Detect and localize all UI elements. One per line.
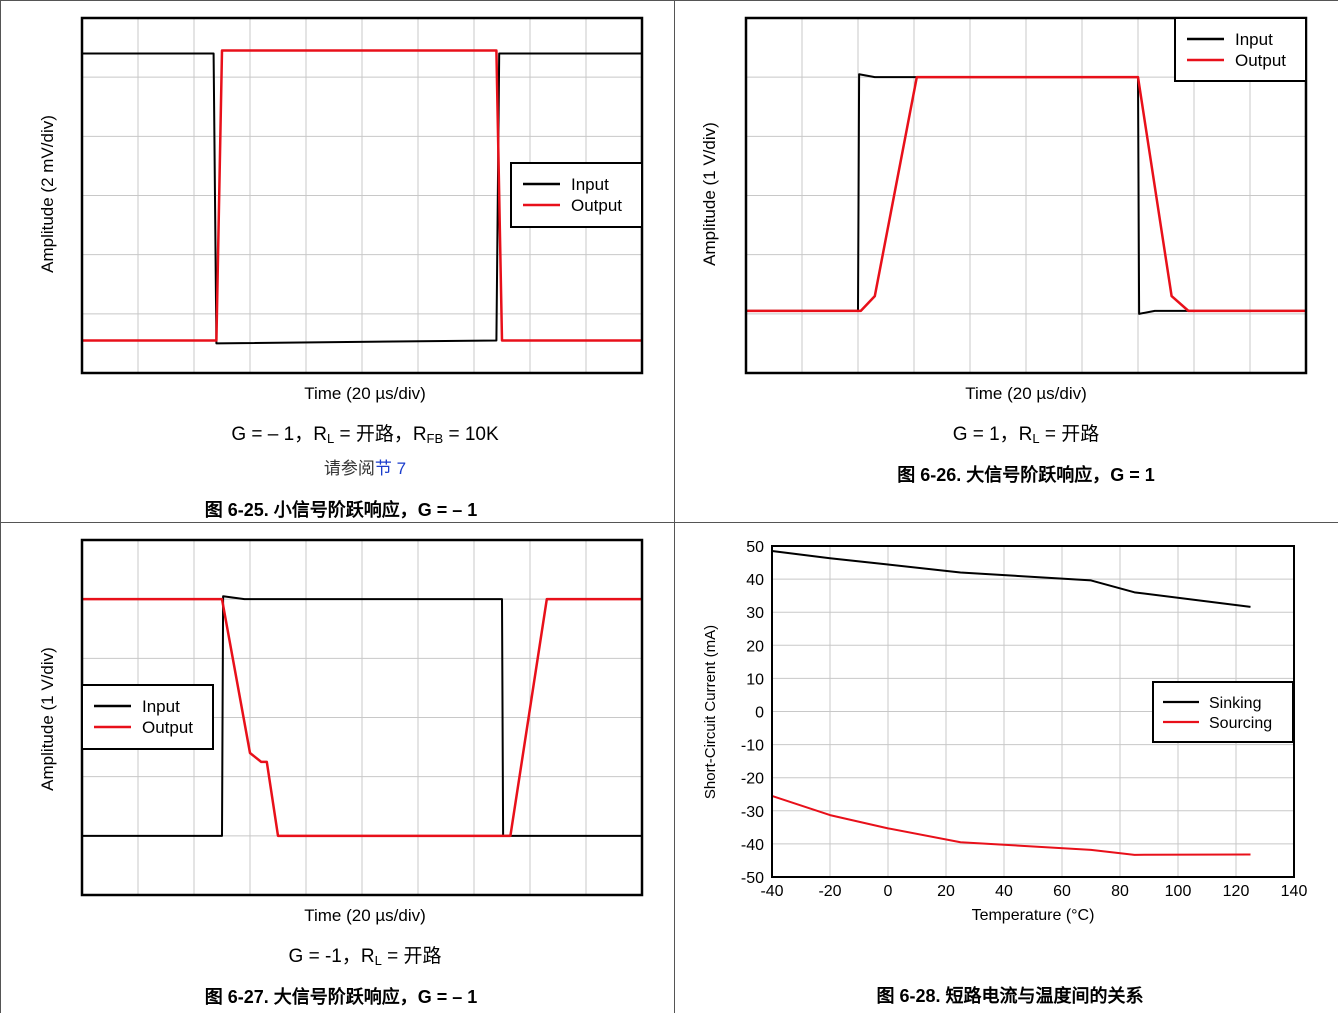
series-line-sinking [771, 549, 1251, 608]
x-tick-label: 0 [884, 883, 893, 900]
y-tick-label: -50 [741, 870, 764, 887]
chart-large-signal-g1: Input Output [744, 16, 1308, 375]
x-axis-label: Temperature (°C) [971, 907, 1095, 924]
series-line-input [82, 595, 642, 837]
y-tick-label: -30 [741, 804, 764, 821]
legend-box [510, 162, 643, 228]
figure-cell-6-27: Amplitude (1 V/div) Input Output Time (20… [0, 522, 674, 1013]
table-border-left [0, 0, 1, 1013]
x-tick-label: 80 [1111, 883, 1129, 900]
figure-caption: 图 6-26. 大信号阶跃响应，G = 1 [897, 465, 1155, 485]
legend-label-output: Output [571, 196, 622, 215]
x-tick-label: 100 [1165, 883, 1192, 900]
y-tick-label: -40 [741, 837, 764, 854]
x-tick-label: -20 [818, 883, 841, 900]
x-tick-label: 60 [1053, 883, 1071, 900]
section-reference: 请参阅节 7 [323, 459, 407, 478]
x-tick-label: 40 [995, 883, 1013, 900]
y-tick-label: 10 [746, 671, 764, 688]
chart-small-signal-g-neg1: Input Output [80, 16, 644, 375]
y-tick-label: 40 [746, 572, 764, 589]
x-tick-label: -40 [760, 883, 783, 900]
series-line-input [82, 52, 642, 345]
y-tick-label: 0 [755, 705, 764, 722]
figure-caption: 图 6-27. 大信号阶跃响应，G = – 1 [204, 987, 478, 1007]
legend-label-sinking: Sinking [1209, 695, 1261, 712]
plot-frame [744, 16, 1308, 375]
figure-caption: 图 6-25. 小信号阶跃响应，G = – 1 [204, 500, 478, 520]
legend-label-input: Input [1235, 30, 1273, 49]
figure-caption: 图 6-28. 短路电流与温度间的关系 [876, 986, 1144, 1006]
test-condition: G = – 1，RL = 开路，RFB = 10K [231, 424, 499, 446]
y-tick-label: 30 [746, 605, 764, 622]
legend-label-input: Input [142, 697, 180, 716]
figure-cell-6-26: Amplitude (1 V/div) Input Output Time (20… [674, 0, 1338, 522]
section-7-link[interactable]: 节 7 [374, 459, 407, 478]
y-tick-label: -10 [741, 738, 764, 755]
x-tick-label: 20 [937, 883, 955, 900]
x-tick-label: 120 [1223, 883, 1250, 900]
x-tick-label: 140 [1281, 883, 1308, 900]
y-tick-label: 20 [746, 638, 764, 655]
legend-box [1152, 681, 1294, 743]
series-line-output [82, 49, 642, 342]
table-border-top [0, 0, 1338, 1]
y-tick-label: -20 [741, 771, 764, 788]
legend-label-output: Output [142, 718, 193, 737]
table-border-center [674, 0, 675, 1013]
figure-cell-6-28: Short-Circuit Current (mA) -40 -20 0 20 40 60… [674, 522, 1338, 1013]
chart-large-signal-g-neg1: Input Output [80, 538, 644, 897]
legend-label-output: Output [1235, 51, 1286, 70]
series-line-output [746, 75, 1306, 313]
table-border-middle [0, 522, 1338, 523]
x-axis-label: Time (20 µs/div) [304, 384, 426, 403]
test-condition: G = 1，RL = 开路 [952, 424, 1100, 446]
legend-box [1174, 17, 1307, 82]
figure-cell-6-25: Amplitude (2 mV/div) Input Output Time (2… [0, 0, 674, 522]
legend-label-sourcing: Sourcing [1209, 715, 1272, 732]
test-condition: G = -1，RL = 开路 [288, 946, 442, 968]
legend-box [81, 684, 214, 750]
x-axis-label: Time (20 µs/div) [965, 384, 1087, 403]
chart-short-circuit-vs-temperature: -40 -20 0 20 40 60 80 100 120 14050403020100-10-2… [741, 539, 1308, 900]
series-line-output [82, 597, 642, 838]
legend-label-input: Input [571, 175, 609, 194]
x-axis-label: Time (20 µs/div) [304, 906, 426, 925]
y-tick-label: 50 [746, 539, 764, 556]
series-line-sourcing [771, 794, 1251, 856]
